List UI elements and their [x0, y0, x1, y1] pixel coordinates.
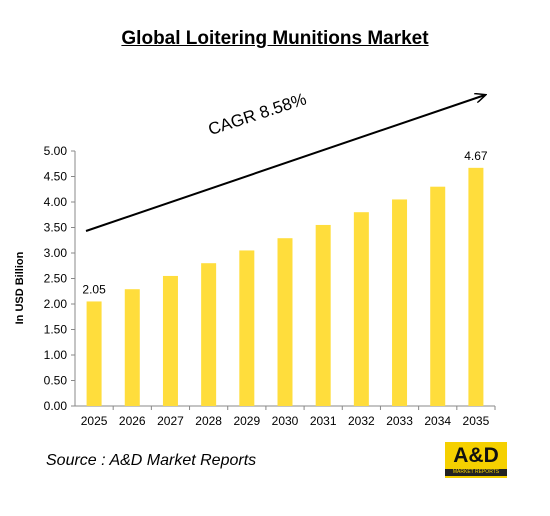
y-tick-label: 5.00	[44, 144, 68, 158]
data-label-first: 2.05	[82, 282, 106, 296]
y-axis-label: In USD Billion	[14, 251, 26, 325]
bar-2029	[239, 250, 255, 406]
y-tick-label: 4.50	[44, 170, 68, 184]
brand-logo: A&D MARKET REPORTS	[445, 442, 507, 478]
y-tick-label: 2.50	[44, 272, 68, 286]
data-label-last: 4.67	[464, 149, 488, 163]
y-tick-label: 0.00	[44, 399, 68, 413]
x-tick-label: 2034	[424, 414, 451, 428]
x-tick-label: 2025	[81, 414, 108, 428]
source-text: Source : A&D Market Reports	[46, 452, 257, 469]
bar-2028	[201, 263, 217, 406]
bar-2030	[277, 238, 293, 406]
bar-2026	[124, 289, 140, 406]
bar-2035	[468, 167, 484, 406]
y-tick-label: 3.00	[44, 246, 68, 260]
y-tick-label: 0.50	[44, 374, 68, 388]
y-tick-label: 3.50	[44, 221, 68, 235]
x-tick-label: 2026	[119, 414, 146, 428]
x-tick-label: 2035	[463, 414, 490, 428]
y-tick-label: 1.00	[44, 348, 68, 362]
logo-text: A&D	[453, 444, 499, 467]
y-tick-label: 2.00	[44, 297, 68, 311]
x-tick-label: 2028	[195, 414, 222, 428]
x-tick-label: 2029	[233, 414, 260, 428]
bar-2032	[353, 212, 369, 406]
bar-2027	[162, 275, 178, 406]
y-tick-label: 4.00	[44, 195, 68, 209]
chart-title: Global Loitering Munitions Market	[121, 28, 429, 49]
cagr-arrow	[85, 95, 485, 232]
x-tick-label: 2033	[386, 414, 413, 428]
y-tick-label: 1.50	[44, 323, 68, 337]
bar-2025	[86, 301, 102, 406]
x-tick-label: 2027	[157, 414, 184, 428]
x-tick-label: 2032	[348, 414, 375, 428]
logo-subtext: MARKET REPORTS	[445, 469, 507, 476]
x-tick-label: 2030	[272, 414, 299, 428]
bar-2034	[430, 186, 446, 406]
bar-2033	[392, 199, 408, 406]
bar-2031	[315, 224, 331, 406]
x-tick-label: 2031	[310, 414, 337, 428]
